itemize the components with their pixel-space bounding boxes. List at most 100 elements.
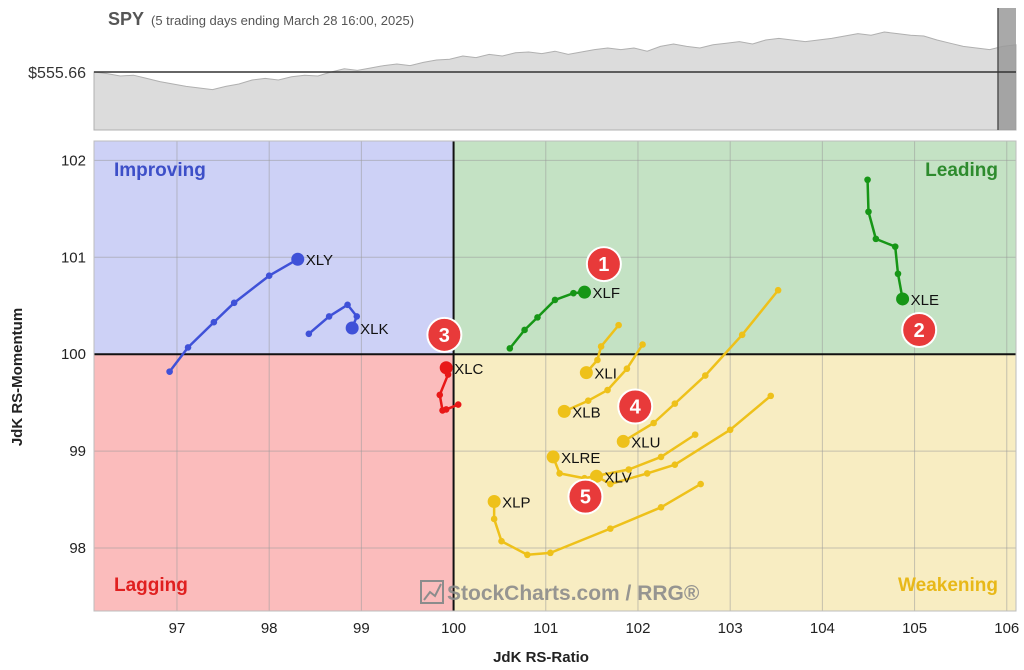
series-point <box>584 397 592 405</box>
series-point <box>210 318 218 326</box>
annotation-number: 1 <box>598 254 609 276</box>
series-head-point[interactable] <box>557 404 571 418</box>
series-point <box>691 431 699 438</box>
series-xlre: XLRE <box>546 431 699 482</box>
series-point <box>436 391 444 399</box>
x-tick-label: 105 <box>902 620 927 637</box>
benchmark-current-window <box>998 8 1016 130</box>
quadrant-label-lagging: Lagging <box>114 575 188 596</box>
x-tick-label: 104 <box>810 620 835 637</box>
y-tick-label: 98 <box>69 540 86 557</box>
stockcharts-logo-icon-line <box>423 583 442 601</box>
series-point <box>701 372 709 379</box>
series-label: XLV <box>604 469 631 486</box>
series-xlv: XLV <box>589 392 775 488</box>
quadrant-label-leading: Leading <box>925 160 998 181</box>
series-point <box>650 419 657 427</box>
annotation-badge-circle <box>426 316 463 353</box>
annotation-badge-circle <box>901 311 938 348</box>
annotation-badge: 3 <box>426 316 463 353</box>
series-point <box>607 525 614 532</box>
series-point <box>671 400 679 407</box>
series-label: XLU <box>631 434 660 451</box>
series-tail-line <box>622 289 780 443</box>
series-point <box>726 426 734 434</box>
series-point <box>454 401 462 408</box>
series-point <box>353 313 361 320</box>
series-point <box>774 286 782 294</box>
series-point <box>597 343 605 350</box>
series-point <box>325 313 333 320</box>
quadrant-weakening <box>453 354 1017 611</box>
annotation-badge: 5 <box>567 478 604 515</box>
series-point <box>439 407 446 414</box>
series-head-point[interactable] <box>589 469 603 483</box>
stockcharts-logo-icon <box>420 580 444 604</box>
x-tick-label: 100 <box>441 620 466 637</box>
series-point <box>767 392 775 400</box>
series-point <box>570 289 577 297</box>
series-point <box>498 537 505 545</box>
series-point <box>625 466 633 473</box>
series-point <box>230 299 238 307</box>
series-tail-line <box>492 482 702 557</box>
series-point <box>604 386 611 394</box>
annotation-badge: 4 <box>617 388 654 425</box>
series-head-point[interactable] <box>578 285 592 299</box>
series-xlp: XLP <box>487 480 704 559</box>
series-point <box>490 515 498 523</box>
quadrant-improving <box>94 141 454 355</box>
series-head-point[interactable] <box>896 292 910 306</box>
annotation-number: 2 <box>914 320 925 342</box>
series-head-point[interactable] <box>345 321 359 335</box>
x-tick-label: 99 <box>353 620 370 637</box>
series-point <box>166 368 173 375</box>
y-axis-label: JdK RS-Momentum <box>9 308 26 446</box>
series-point <box>594 356 601 364</box>
series-head-point[interactable] <box>546 450 560 464</box>
series-point <box>623 365 631 373</box>
annotation-badge-circle <box>567 478 604 515</box>
series-tail-line <box>866 179 904 300</box>
series-label: XLRE <box>561 450 600 467</box>
series-xly: XLY <box>166 252 333 375</box>
series-point <box>524 551 531 559</box>
x-axis-label: JdK RS-Ratio <box>493 649 589 666</box>
series-tail-line <box>168 258 299 373</box>
series-point <box>657 504 665 511</box>
series-head-point[interactable] <box>439 361 453 375</box>
y-tick-label: 101 <box>61 249 86 266</box>
series-point <box>615 321 622 329</box>
series-point <box>547 549 554 557</box>
series-head-point[interactable] <box>616 434 630 448</box>
annotation-layer: 1 2 3 4 5 <box>426 246 938 515</box>
series-head-point[interactable] <box>579 366 593 380</box>
y-tick-label: 99 <box>69 443 86 460</box>
annotation-number: 5 <box>580 487 591 509</box>
series-label: XLY <box>306 252 333 269</box>
series-point <box>265 272 273 280</box>
series-point <box>891 243 899 250</box>
series-head-point[interactable] <box>487 494 501 508</box>
y-tick-label: 102 <box>61 152 86 169</box>
annotation-number: 4 <box>630 397 642 419</box>
series-xlk: XLK <box>305 301 389 338</box>
watermark: StockCharts.com / RRG® <box>420 580 700 605</box>
series-point <box>864 176 871 184</box>
series-head-point[interactable] <box>291 252 305 266</box>
annotation-badge: 1 <box>585 246 622 283</box>
series-xlc: XLC <box>436 361 484 414</box>
series-point <box>894 270 902 278</box>
annotation-badge-circle <box>617 388 654 425</box>
series-point <box>506 345 514 352</box>
series-point <box>865 208 872 216</box>
series-point <box>556 470 563 477</box>
series-label: XLE <box>911 292 939 309</box>
x-tick-label: 97 <box>169 620 186 637</box>
series-point <box>657 453 665 461</box>
quadrant-label-improving: Improving <box>114 160 206 181</box>
series-point <box>305 330 313 338</box>
series-point <box>643 470 651 477</box>
series-point <box>872 235 880 243</box>
